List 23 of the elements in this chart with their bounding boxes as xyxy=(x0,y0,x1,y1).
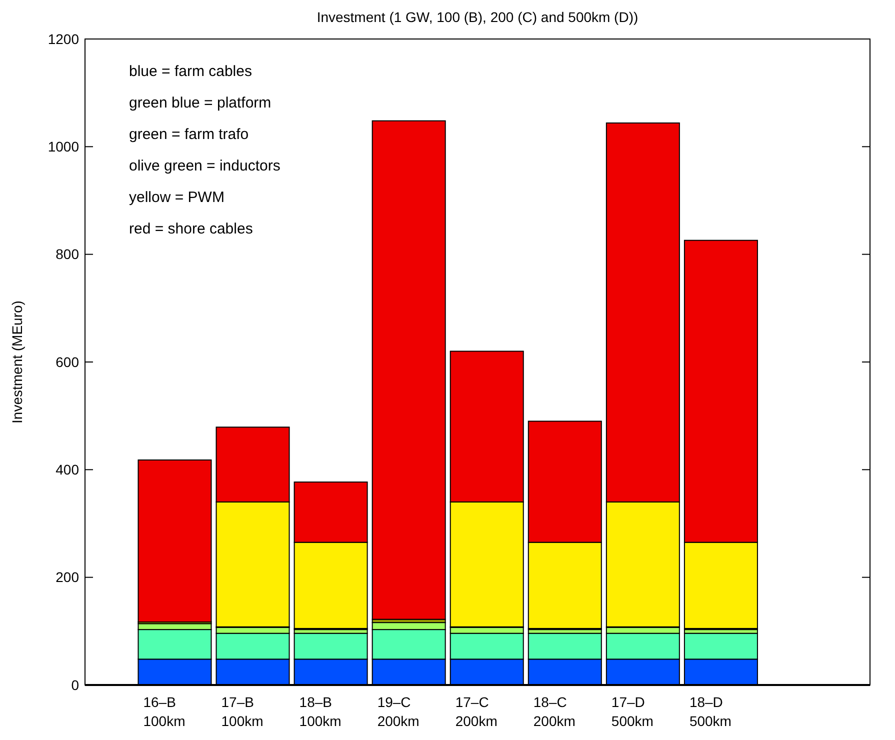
y-axis-title: Investment (MEuro) xyxy=(9,300,25,424)
x-tick-label: 18–B 100km xyxy=(299,694,342,729)
x-tick-label: 18–D 500km xyxy=(689,694,732,729)
y-tick-label: 600 xyxy=(56,354,80,370)
annotation: green = farm trafo xyxy=(129,126,249,143)
y-tick-label: 1200 xyxy=(48,30,80,47)
y-tick-label: 800 xyxy=(56,246,80,262)
x-tick-label: 19–C 200km xyxy=(377,694,420,729)
annotation: green blue = platform xyxy=(129,94,272,112)
y-tick-label: 1000 xyxy=(48,138,80,155)
x-tick-label: 16–B 100km xyxy=(143,694,186,729)
annotation: red = shore cables xyxy=(129,220,253,238)
annotation: olive green = inductors xyxy=(129,158,280,174)
x-tick-label: 17–C 200km xyxy=(455,694,498,729)
y-tick-label: 200 xyxy=(56,569,80,586)
chart-title: Investment (1 GW, 100 (B), 200 (C) and 500km (D)) xyxy=(316,9,638,25)
x-tick-label: 17–D 500km xyxy=(611,694,654,729)
annotation: blue = farm cables xyxy=(129,63,252,80)
y-tick-label: 400 xyxy=(56,462,80,478)
annotation: yellow = PWM xyxy=(129,189,224,206)
y-tick-label: 0 xyxy=(71,676,80,693)
x-tick-label: 17–B 100km xyxy=(221,694,264,729)
x-tick-label: 18–C 200km xyxy=(533,694,576,729)
